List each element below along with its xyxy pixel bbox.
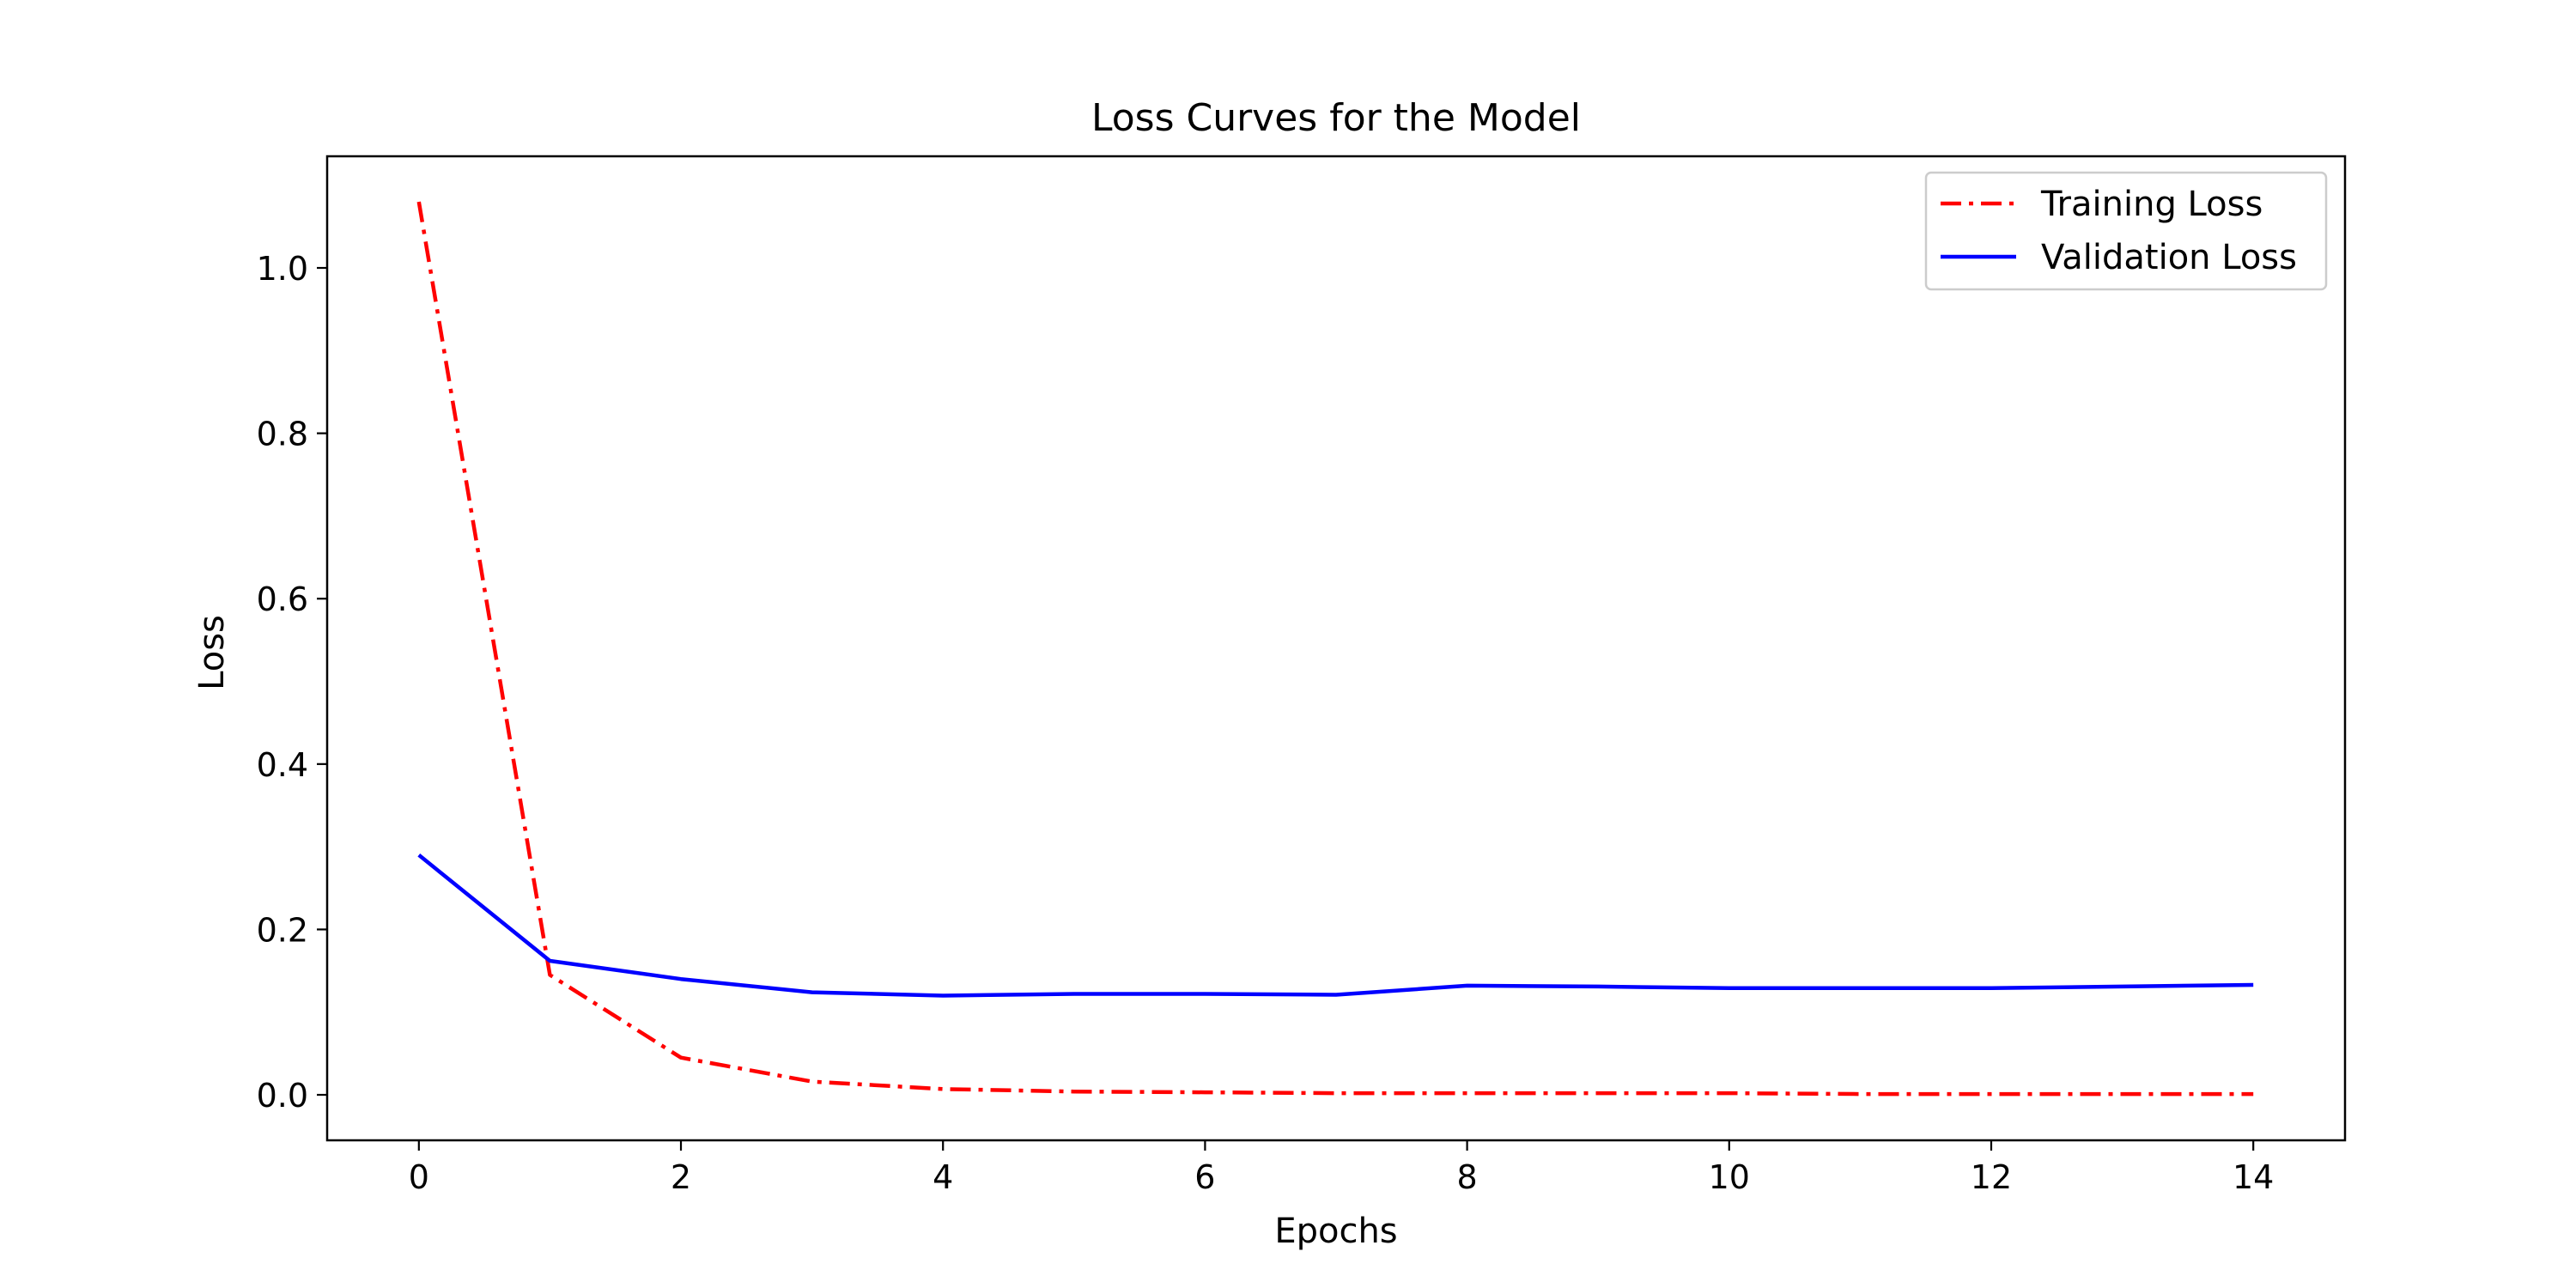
x-tick-label: 10 bbox=[1709, 1158, 1750, 1196]
x-tick-label: 4 bbox=[933, 1158, 953, 1196]
x-tick-label: 6 bbox=[1194, 1158, 1215, 1196]
chart-title: Loss Curves for the Model bbox=[1091, 96, 1581, 140]
plot-area: 0 2 4 6 8 10 12 14 0.0 0.2 0.4 0.6 0.8 1.0 bbox=[257, 155, 2347, 1196]
x-tick-label: 0 bbox=[409, 1158, 429, 1196]
y-tick-label: 0.8 bbox=[257, 416, 308, 453]
legend-label-validation-loss: Validation Loss bbox=[2041, 238, 2297, 277]
y-tick-label: 0.0 bbox=[257, 1077, 308, 1115]
x-axis-label: Epochs bbox=[1274, 1212, 1397, 1251]
y-tick-label: 0.6 bbox=[257, 580, 308, 618]
validation-loss-line bbox=[417, 854, 2254, 998]
x-tick-label: 12 bbox=[1971, 1158, 2012, 1196]
legend-box bbox=[1924, 171, 2328, 291]
y-tick-label: 1.0 bbox=[257, 250, 308, 288]
y-tick-label: 0.4 bbox=[257, 746, 308, 784]
x-tick-label: 8 bbox=[1457, 1158, 1478, 1196]
training-loss-line bbox=[416, 201, 2254, 1097]
legend-label-training-loss: Training Loss bbox=[2040, 185, 2263, 224]
y-axis-label: Loss bbox=[192, 615, 232, 690]
x-tick-label: 2 bbox=[671, 1158, 691, 1196]
x-tick-label: 14 bbox=[2233, 1158, 2274, 1196]
y-tick-label: 0.2 bbox=[257, 911, 308, 949]
legend: Training Loss Validation Loss bbox=[1924, 171, 2328, 291]
plot-frame bbox=[325, 155, 2347, 1142]
